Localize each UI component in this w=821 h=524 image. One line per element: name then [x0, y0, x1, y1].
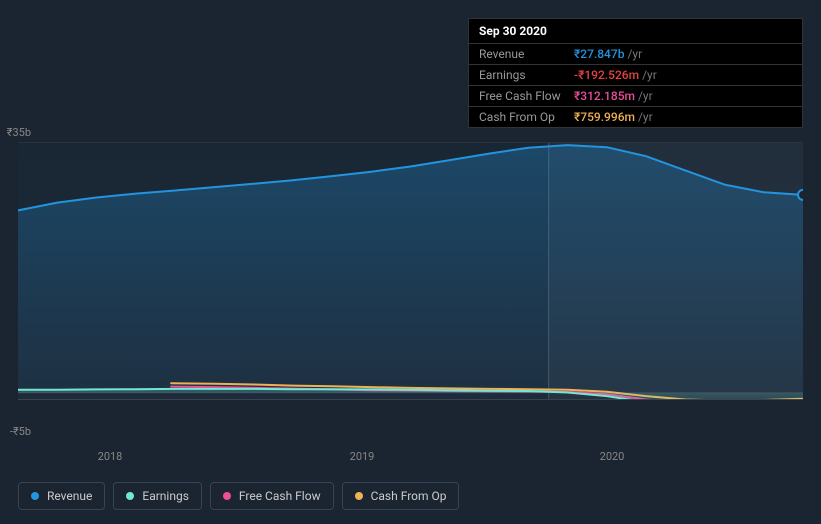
tooltip-row-value: ₹312.185m — [574, 89, 635, 103]
x-axis-label: 2018 — [98, 450, 123, 463]
tooltip-row-unit: /yr — [627, 47, 642, 61]
tooltip-row-label: Earnings — [479, 68, 574, 82]
tooltip-row-value: ₹759.996m — [574, 110, 635, 124]
tooltip-row-value: -₹192.526m — [574, 68, 639, 82]
tooltip-row-label: Free Cash Flow — [479, 89, 574, 103]
tooltip-row: Revenue₹27.847b/yr — [469, 44, 802, 65]
legend-item[interactable]: Revenue — [18, 482, 105, 510]
legend-dot-icon — [355, 492, 363, 500]
legend-item[interactable]: Cash From Op — [342, 482, 460, 510]
legend-label: Free Cash Flow — [239, 489, 321, 503]
legend-dot-icon — [223, 492, 231, 500]
financials-chart[interactable] — [18, 142, 803, 400]
tooltip-row-unit: /yr — [638, 110, 653, 124]
tooltip-row-unit: /yr — [638, 89, 653, 103]
x-axis-label: 2020 — [600, 450, 625, 463]
legend-dot-icon — [126, 492, 134, 500]
legend-label: Cash From Op — [371, 489, 447, 503]
tooltip-row-value: ₹27.847b — [574, 47, 624, 61]
chart-legend: Revenue Earnings Free Cash Flow Cash From O… — [18, 482, 459, 510]
tooltip-row-label: Cash From Op — [479, 110, 574, 124]
tooltip-row-label: Revenue — [479, 47, 574, 61]
legend-item[interactable]: Earnings — [113, 482, 202, 510]
legend-label: Earnings — [142, 489, 189, 503]
tooltip-row: Earnings-₹192.526m/yr — [469, 65, 802, 86]
y-axis-label: -₹5b — [10, 425, 31, 438]
x-axis-label: 2019 — [350, 450, 375, 463]
hover-tooltip: Sep 30 2020 Revenue₹27.847b/yrEarnings-₹… — [468, 18, 803, 128]
legend-dot-icon — [31, 492, 39, 500]
tooltip-row-unit: /yr — [642, 68, 657, 82]
legend-label: Revenue — [47, 489, 92, 503]
tooltip-date: Sep 30 2020 — [469, 19, 802, 44]
tooltip-row: Free Cash Flow₹312.185m/yr — [469, 86, 802, 107]
legend-item[interactable]: Free Cash Flow — [210, 482, 334, 510]
y-axis-label: ₹35b — [7, 126, 31, 139]
tooltip-row: Cash From Op₹759.996m/yr — [469, 107, 802, 127]
